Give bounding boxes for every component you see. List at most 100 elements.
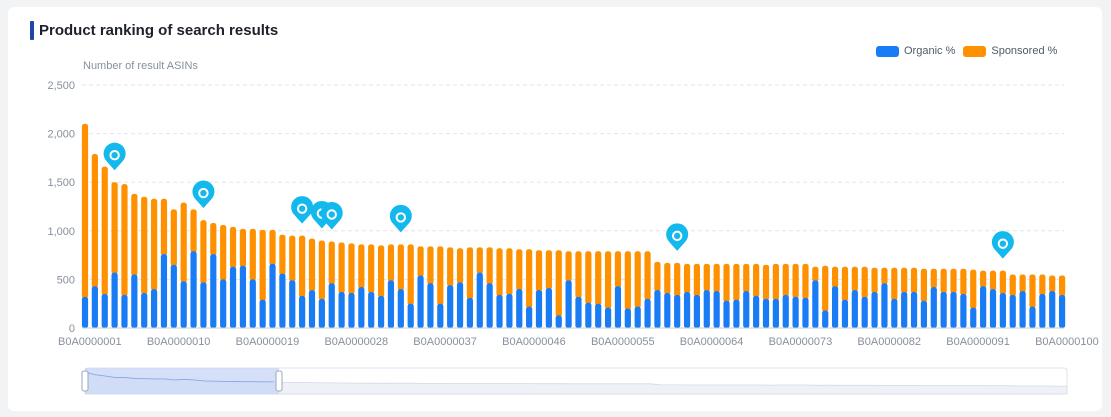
bar-organic[interactable] <box>713 291 720 328</box>
bar-organic[interactable] <box>585 302 592 328</box>
bar-sponsored[interactable] <box>545 250 552 290</box>
bar-organic[interactable] <box>535 290 543 328</box>
bar-organic[interactable] <box>210 254 217 328</box>
marker-pin[interactable] <box>192 180 215 209</box>
bar-sponsored[interactable] <box>377 245 385 298</box>
bar-sponsored[interactable] <box>802 263 809 300</box>
marker-pin[interactable] <box>666 223 689 251</box>
bar-organic[interactable] <box>417 275 424 328</box>
bar-sponsored[interactable] <box>664 262 671 295</box>
bar-organic[interactable] <box>654 290 661 328</box>
bar-sponsored[interactable] <box>358 244 365 289</box>
bar-organic[interactable] <box>328 283 335 328</box>
bar-sponsored[interactable] <box>960 268 967 296</box>
zoom-handle[interactable] <box>275 370 283 392</box>
bar-organic[interactable] <box>269 263 276 328</box>
bar-organic[interactable] <box>506 293 513 328</box>
bar-sponsored[interactable] <box>881 267 888 285</box>
bar-sponsored[interactable] <box>901 267 908 294</box>
bar-organic[interactable] <box>950 292 957 328</box>
bar-organic[interactable] <box>456 282 464 328</box>
bar-organic[interactable] <box>190 251 197 328</box>
bar-sponsored[interactable] <box>220 224 227 281</box>
bar-organic[interactable] <box>545 288 552 328</box>
bar-organic[interactable] <box>466 297 474 328</box>
bar-organic[interactable] <box>565 280 572 328</box>
bar-sponsored[interactable] <box>634 251 641 309</box>
bar-sponsored[interactable] <box>1049 275 1056 293</box>
bar-organic[interactable] <box>614 286 622 328</box>
bar-organic[interactable] <box>160 254 168 328</box>
bar-sponsored[interactable] <box>121 184 128 297</box>
bar-sponsored[interactable] <box>910 267 918 294</box>
bar-sponsored[interactable] <box>81 123 89 299</box>
bar-organic[interactable] <box>368 292 375 328</box>
bar-organic[interactable] <box>239 265 247 328</box>
bar-organic[interactable] <box>1058 294 1066 328</box>
bar-sponsored[interactable] <box>614 251 622 288</box>
bar-sponsored[interactable] <box>831 266 839 288</box>
bar-sponsored[interactable] <box>180 202 187 283</box>
bar-organic[interactable] <box>279 273 286 328</box>
bar-organic[interactable] <box>1029 306 1036 328</box>
bar-organic[interactable] <box>200 282 207 328</box>
bar-sponsored[interactable] <box>101 166 108 296</box>
bar-organic[interactable] <box>427 283 434 328</box>
bar-organic[interactable] <box>407 303 414 328</box>
bar-sponsored[interactable] <box>239 228 247 268</box>
bar-sponsored[interactable] <box>703 263 710 292</box>
zoom-handle[interactable] <box>81 370 89 392</box>
bar-organic[interactable] <box>348 293 355 328</box>
bar-sponsored[interactable] <box>683 263 691 294</box>
bar-sponsored[interactable] <box>269 229 276 266</box>
bar-organic[interactable] <box>486 283 493 328</box>
bar-organic[interactable] <box>141 293 148 328</box>
data-zoom-slider[interactable] <box>81 367 1068 395</box>
bar-sponsored[interactable] <box>999 270 1006 295</box>
bar-organic[interactable] <box>782 294 789 328</box>
bar-sponsored[interactable] <box>368 244 375 294</box>
bar-organic[interactable] <box>81 296 89 328</box>
bar-sponsored[interactable] <box>535 250 543 292</box>
bar-sponsored[interactable] <box>585 251 592 305</box>
bar-organic[interactable] <box>121 294 128 328</box>
bar-organic[interactable] <box>792 296 799 328</box>
marker-pin[interactable] <box>103 142 126 171</box>
bar-sponsored[interactable] <box>940 268 947 294</box>
bar-sponsored[interactable] <box>950 268 957 294</box>
bar-organic[interactable] <box>831 286 839 328</box>
bar-organic[interactable] <box>259 299 266 328</box>
bar-sponsored[interactable] <box>427 246 434 285</box>
bar-organic[interactable] <box>999 293 1006 328</box>
bar-sponsored[interactable] <box>920 268 928 303</box>
bar-sponsored[interactable] <box>851 266 858 292</box>
bar-organic[interactable] <box>980 286 987 328</box>
bar-sponsored[interactable] <box>328 241 335 285</box>
bar-organic[interactable] <box>891 298 898 328</box>
bar-sponsored[interactable] <box>1029 274 1036 309</box>
bar-sponsored[interactable] <box>733 263 740 302</box>
bar-organic[interactable] <box>693 294 701 328</box>
bar-sponsored[interactable] <box>654 261 661 292</box>
bar-organic[interactable] <box>170 264 177 328</box>
bar-organic[interactable] <box>1049 291 1056 328</box>
bar-organic[interactable] <box>289 280 296 328</box>
bar-sponsored[interactable] <box>723 263 730 303</box>
bar-organic[interactable] <box>516 289 523 328</box>
bar-organic[interactable] <box>318 298 325 328</box>
bar-organic[interactable] <box>881 283 888 328</box>
bar-sponsored[interactable] <box>644 251 651 301</box>
bar-sponsored[interactable] <box>229 226 237 269</box>
bar-sponsored[interactable] <box>871 267 878 294</box>
bar-organic[interactable] <box>397 289 404 328</box>
bar-sponsored[interactable] <box>743 263 750 293</box>
bar-organic[interactable] <box>1019 291 1026 328</box>
bar-sponsored[interactable] <box>693 263 701 297</box>
bar-organic[interactable] <box>822 310 829 328</box>
bar-sponsored[interactable] <box>604 251 612 310</box>
bar-sponsored[interactable] <box>565 251 572 282</box>
bar-organic[interactable] <box>1039 293 1046 328</box>
bar-organic[interactable] <box>841 299 849 328</box>
bar-sponsored[interactable] <box>595 251 602 306</box>
bar-sponsored[interactable] <box>259 229 266 302</box>
